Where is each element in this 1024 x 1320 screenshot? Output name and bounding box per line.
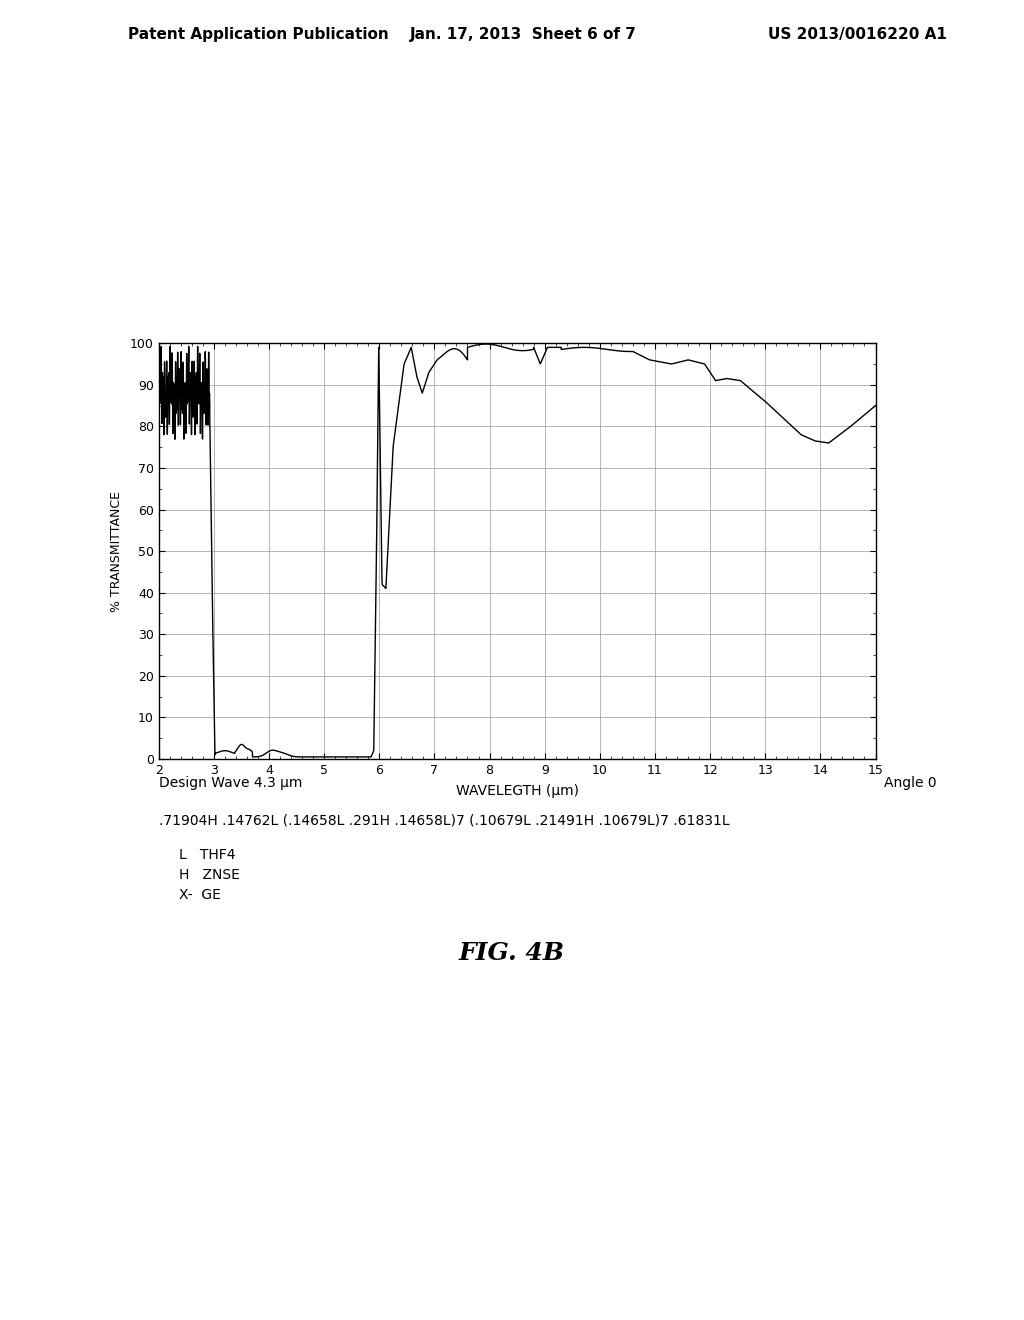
Text: H   ZNSE: H ZNSE — [179, 869, 240, 882]
Text: Design Wave 4.3 μm: Design Wave 4.3 μm — [159, 776, 302, 789]
Text: X-  GE: X- GE — [179, 888, 221, 902]
X-axis label: WAVELEGTH (μm): WAVELEGTH (μm) — [456, 784, 579, 797]
Text: Jan. 17, 2013  Sheet 6 of 7: Jan. 17, 2013 Sheet 6 of 7 — [410, 28, 637, 42]
Text: L   THF4: L THF4 — [179, 847, 236, 862]
Text: US 2013/0016220 A1: US 2013/0016220 A1 — [768, 28, 947, 42]
Text: Angle 0: Angle 0 — [885, 776, 937, 789]
Text: .71904H .14762L (.14658L .291H .14658L)7 (.10679L .21491H .10679L)7 .61831L: .71904H .14762L (.14658L .291H .14658L)7… — [159, 814, 729, 828]
Y-axis label: % TRANSMITTANCE: % TRANSMITTANCE — [110, 491, 123, 611]
Text: Patent Application Publication: Patent Application Publication — [128, 28, 389, 42]
Text: FIG. 4B: FIG. 4B — [459, 941, 565, 965]
